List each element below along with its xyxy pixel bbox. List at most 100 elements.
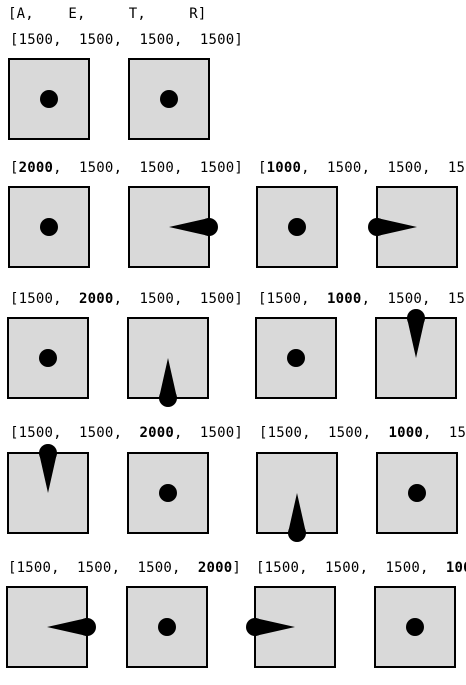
panel-label: [1500, 1500, 1500, 1500] — [10, 32, 243, 48]
panel-1-left-dot — [40, 90, 58, 108]
panel-label: [1500, 1500, 1500, 2000] — [8, 560, 241, 576]
separator: , — [113, 160, 140, 176]
param-value: 1500 — [137, 560, 172, 576]
param-value: 1500 — [387, 160, 422, 176]
panel-1 — [8, 58, 210, 140]
panel-label: [1500, 1500, 1000, 1500] — [259, 425, 466, 441]
param-value: 1500 — [385, 560, 420, 576]
separator: ] — [232, 560, 242, 576]
param-value: 1500 — [325, 560, 360, 576]
panel-8-left-wedge — [47, 618, 87, 636]
panel-4 — [7, 317, 209, 407]
separator: , — [173, 291, 200, 307]
separator: , — [171, 560, 198, 576]
panel-4-left-dot — [39, 349, 57, 367]
param-value: 1500 — [328, 425, 363, 441]
separator: , — [111, 560, 138, 576]
panel-7-left-wedge — [288, 493, 306, 533]
bracket: [ — [259, 425, 268, 441]
separator: ] — [234, 291, 244, 307]
panel-5-right-wedge — [407, 318, 425, 358]
panel-label: [2000, 1500, 1500, 1500] — [10, 160, 243, 176]
panel-3-right-wedge — [377, 218, 417, 236]
panel-2-right-wedge-base — [200, 218, 218, 236]
separator: , — [421, 291, 448, 307]
separator: , — [301, 160, 328, 176]
panel-7-left-wedge-base — [288, 524, 306, 542]
param-value: 1500 — [266, 291, 302, 307]
panel-5-right-wedge-base — [407, 309, 425, 327]
separator: ] — [234, 425, 244, 441]
separator: , — [173, 32, 200, 48]
panel-6-left-wedge — [39, 453, 57, 493]
panel-2-right-wedge — [169, 218, 209, 236]
param-value: 1500 — [447, 291, 466, 307]
separator: ] — [234, 32, 244, 48]
separator: , — [53, 32, 80, 48]
panel-label: [1500, 1500, 1500, 1000] — [256, 560, 466, 576]
param-value: 1000 — [445, 560, 466, 576]
panel-9-right-dot — [406, 618, 424, 636]
separator: , — [113, 291, 140, 307]
separator: , — [53, 291, 80, 307]
panel-9-left-wedge-base — [246, 618, 264, 636]
param-value: 1500 — [79, 32, 114, 48]
panel-4-right-wedge-base — [159, 389, 177, 407]
bracket: [ — [10, 425, 19, 441]
param-value: 1500 — [199, 32, 235, 48]
panel-label: [1500, 2000, 1500, 1500] — [10, 291, 243, 307]
separator: , — [302, 425, 329, 441]
panel-label: [1000, 1500, 1500, 1500] — [258, 160, 466, 176]
panel-8 — [6, 586, 208, 668]
param-value: 1500 — [18, 291, 54, 307]
param-value: 1500 — [139, 160, 174, 176]
param-value: 1500 — [77, 560, 112, 576]
separator: , — [113, 32, 140, 48]
separator: , — [361, 160, 388, 176]
panel-6-right-dot — [159, 484, 177, 502]
param-value: 1500 — [387, 291, 422, 307]
param-value: 2000 — [139, 425, 174, 441]
param-value: 1500 — [199, 425, 235, 441]
param-value: 1500 — [447, 160, 466, 176]
separator: ] — [234, 160, 244, 176]
separator: , — [53, 425, 80, 441]
param-value: 1500 — [18, 425, 54, 441]
bracket: [ — [258, 160, 267, 176]
separator: , — [301, 291, 328, 307]
separator: , — [53, 160, 80, 176]
separator: , — [359, 560, 386, 576]
separator: , — [113, 425, 140, 441]
param-value: 1500 — [139, 32, 174, 48]
panel-8-right-dot — [158, 618, 176, 636]
bracket: [ — [258, 291, 267, 307]
separator: , — [361, 291, 388, 307]
bracket: [ — [8, 560, 17, 576]
param-value: 1500 — [18, 32, 54, 48]
separator: , — [173, 425, 200, 441]
param-value: 1000 — [266, 160, 302, 176]
panel-8-left-wedge-base — [78, 618, 96, 636]
param-value: 1500 — [267, 425, 303, 441]
panel-2 — [8, 186, 218, 268]
separator: , — [419, 560, 446, 576]
panel-9-right-box — [374, 586, 456, 668]
header-label: [A, E, T, R] — [8, 6, 207, 22]
separator: , — [422, 425, 449, 441]
separator: , — [173, 160, 200, 176]
panel-label: [1500, 1000, 1500, 1500] — [258, 291, 466, 307]
panel-label: [1500, 1500, 2000, 1500] — [10, 425, 243, 441]
param-value: 1000 — [388, 425, 423, 441]
panel-6-left-wedge-base — [39, 444, 57, 462]
separator: , — [299, 560, 326, 576]
panel-2-left-dot — [40, 218, 58, 236]
param-value: 1500 — [327, 160, 362, 176]
bracket: [ — [10, 291, 19, 307]
panel-3-right-wedge-base — [368, 218, 386, 236]
param-value: 1000 — [327, 291, 362, 307]
panel-3-left-dot — [288, 218, 306, 236]
panel-1-right-dot — [160, 90, 178, 108]
panel-6 — [7, 444, 209, 534]
param-value: 1500 — [139, 291, 174, 307]
